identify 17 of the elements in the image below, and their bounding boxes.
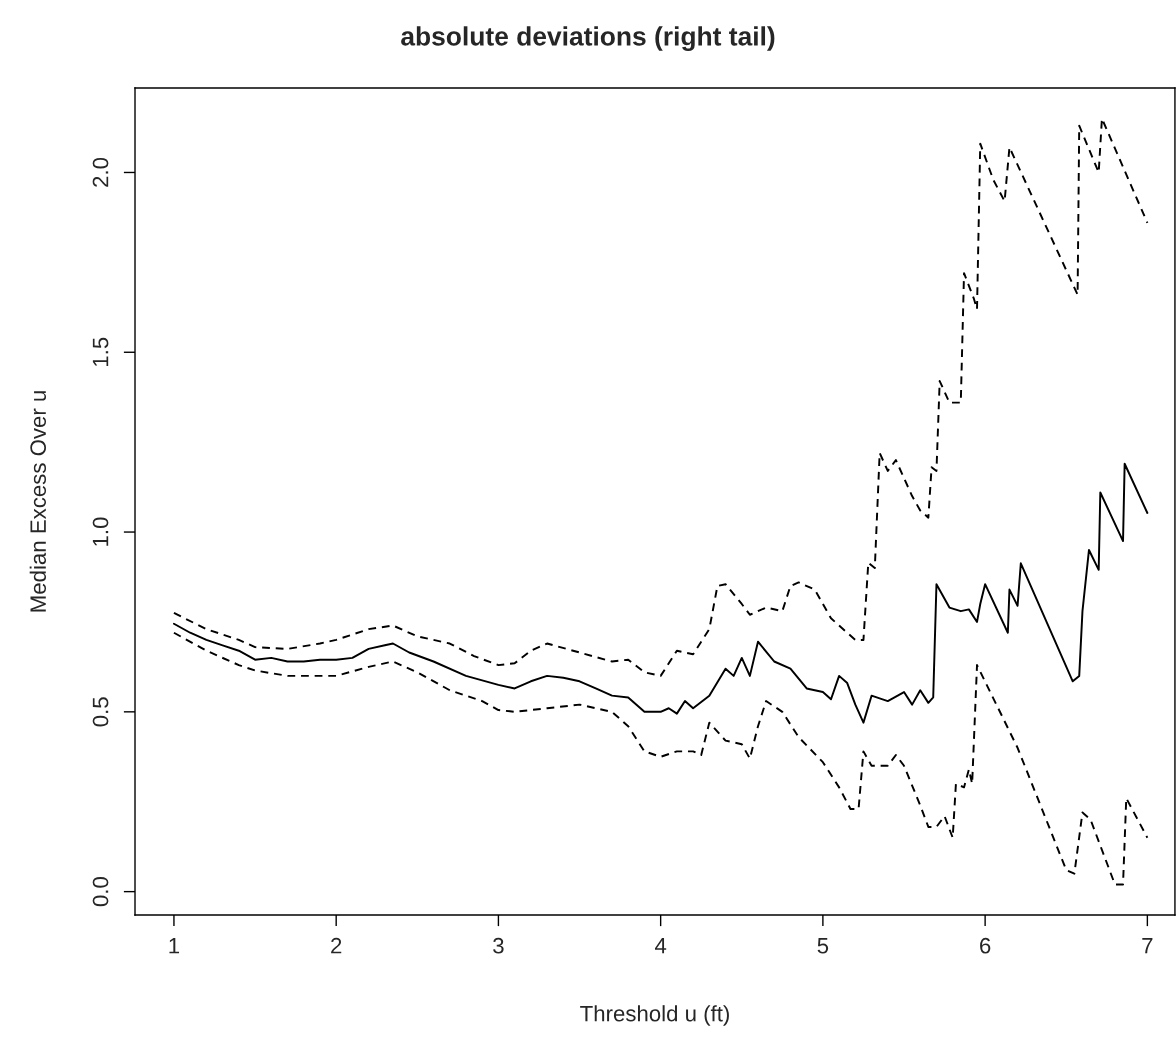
x-tick-label: 1 (169, 938, 180, 954)
x-tick-label: 7 (1142, 938, 1153, 954)
x-tick-label: 6 (980, 937, 991, 954)
y-tick-label: 0.5 (92, 697, 109, 727)
y-tick-label: 2.0 (92, 157, 109, 187)
y-tick-label: 0.0 (92, 877, 109, 907)
y-axis-title: Median Excess Over u (29, 391, 47, 612)
x-axis-title: Threshold u (ft) (580, 1005, 729, 1026)
chart-title: absolute deviations (right tail) (401, 26, 775, 51)
line-series (172, 631, 1149, 886)
x-tick-label: 2 (331, 937, 342, 954)
y-tick-label: 1.0 (92, 517, 109, 546)
x-tick-label: 5 (817, 938, 829, 954)
line-series (172, 462, 1149, 724)
x-tick-label: 3 (493, 937, 504, 954)
y-tick-label: 1.5 (92, 337, 109, 367)
x-tick-label: 4 (654, 938, 667, 954)
